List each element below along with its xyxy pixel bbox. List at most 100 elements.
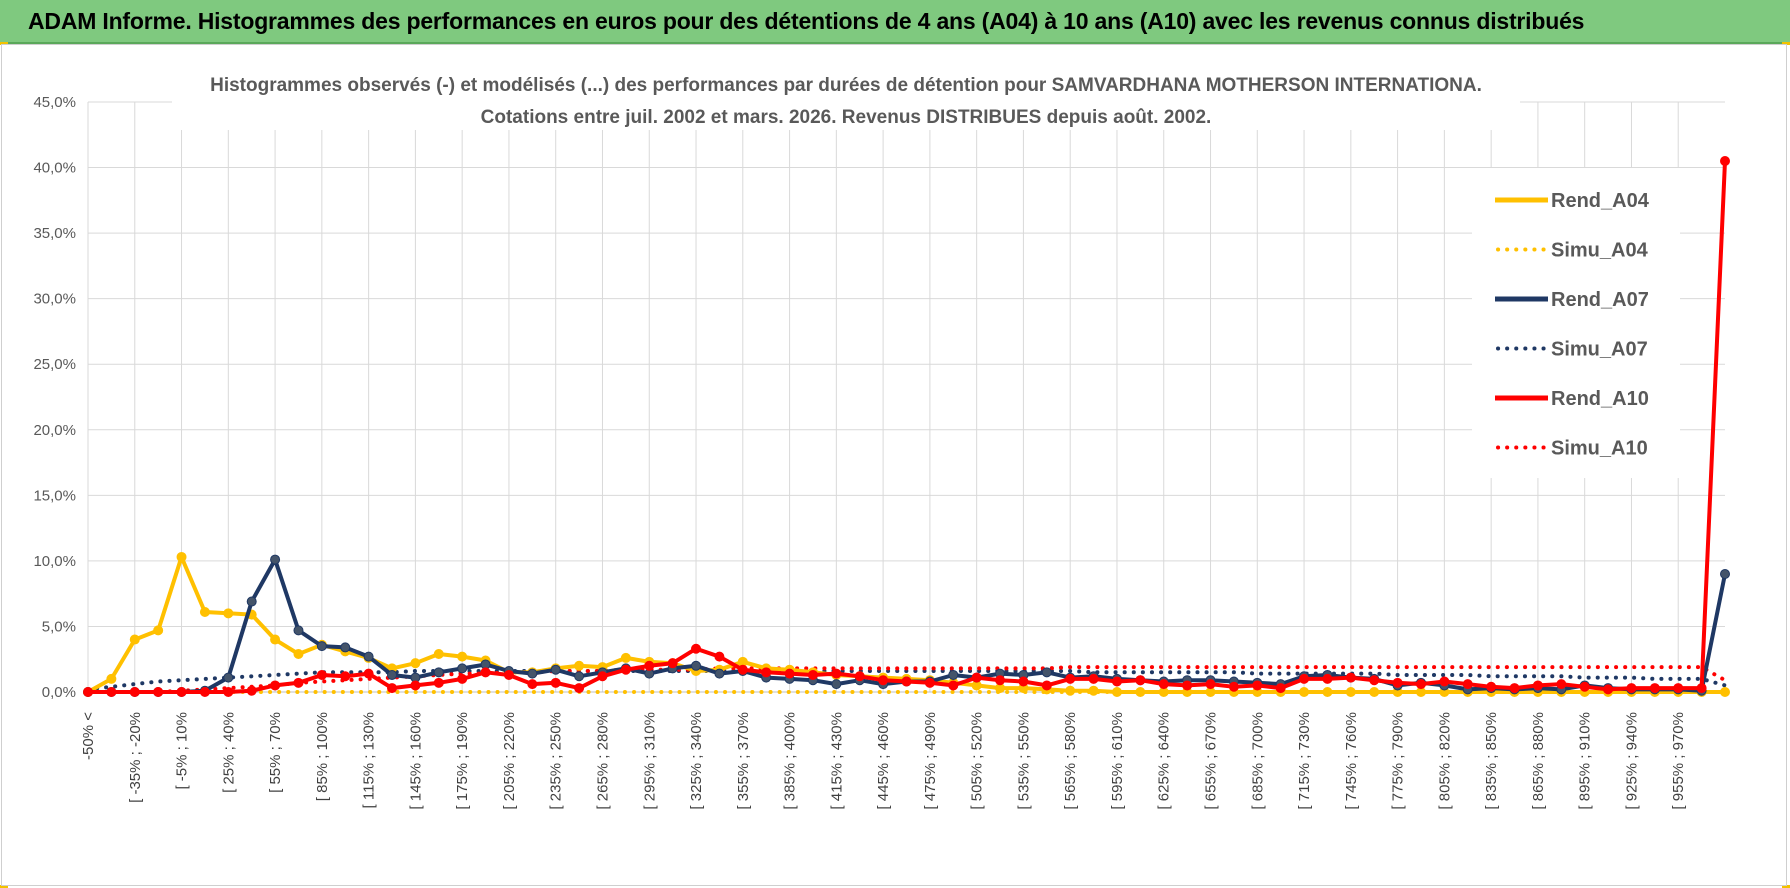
x-tick-label: [ 265% ; 280% [594,712,611,810]
data-point-rend-a04 [1065,685,1076,696]
data-point-rend-a04 [1369,687,1380,697]
x-tick-label: [ 865% ; 880% [1530,712,1547,810]
data-point-rend-a07 [550,664,561,675]
data-point-rend-a10 [1556,679,1567,690]
data-point-rend-a07 [691,660,702,671]
data-point-rend-a07 [433,667,444,678]
series-line-simu-a10 [86,665,1727,694]
y-tick-label: 35,0% [33,225,76,242]
data-point-rend-a04 [129,634,140,645]
data-point-rend-a10 [199,687,210,697]
data-point-rend-a10 [153,687,164,697]
data-point-rend-a10 [340,671,351,682]
y-tick-label: 45,0% [33,94,76,111]
data-point-rend-a10 [574,683,585,694]
data-point-rend-a10 [550,677,561,688]
data-point-rend-a10 [1439,676,1450,687]
legend-label-rend-a04: Rend_A04 [1551,190,1650,212]
x-tick-label: [ 445% ; 460% [875,712,892,810]
data-point-rend-a10 [831,668,842,679]
x-tick-label: -50% < [80,712,97,760]
data-point-rend-a10 [854,671,865,682]
data-point-rend-a04 [1299,687,1310,697]
data-point-rend-a04 [1088,685,1099,696]
data-point-rend-a10 [363,668,374,679]
data-point-rend-a10 [691,643,702,654]
data-point-rend-a10 [1369,675,1380,686]
data-point-rend-a10 [1111,676,1122,687]
data-point-rend-a10 [1041,680,1052,691]
x-tick-label: [ 805% ; 820% [1436,712,1453,810]
data-point-rend-a10 [901,676,912,687]
data-point-rend-a10 [410,680,421,691]
legend-background [1472,168,1680,478]
y-tick-label: 5,0% [42,618,76,635]
x-tick-label: [ 25% ; 40% [220,712,237,793]
data-point-rend-a07 [270,554,281,565]
chart-title-line2: Cotations entre juil. 2002 et mars. 2026… [481,107,1212,128]
data-point-rend-a10 [106,687,117,697]
data-point-rend-a10 [1252,680,1263,691]
data-point-rend-a10 [1696,683,1707,694]
data-point-rend-a07 [527,668,538,679]
x-tick-label: [ 325% ; 340% [688,712,705,810]
data-point-rend-a10 [1415,679,1426,690]
data-point-rend-a04 [153,625,164,636]
x-tick-label: [ 355% ; 370% [735,712,752,810]
data-point-rend-a07 [714,668,725,679]
y-tick-label: 0,0% [42,684,76,701]
grid-lines [87,101,1725,693]
data-point-rend-a04 [293,648,304,659]
data-point-rend-a04 [620,652,631,663]
data-point-rend-a10 [387,683,398,694]
data-point-rend-a07 [246,596,257,607]
x-axis-ticks: -50% < [ -35% ; -20% [ -5% ; 10% [ 25% ; 40… [80,712,1687,810]
data-point-rend-a07 [316,641,327,652]
x-tick-label: [ 745% ; 760% [1343,712,1360,810]
title-background [172,68,1520,130]
data-point-rend-a07 [831,679,842,690]
data-point-rend-a10 [667,658,678,669]
x-tick-label: [ 595% ; 610% [1109,712,1126,810]
data-point-rend-a10 [527,679,538,690]
data-point-rend-a10 [737,664,748,675]
data-point-rend-a10 [1345,672,1356,683]
data-point-rend-a10 [995,675,1006,686]
data-point-rend-a10 [1486,681,1497,692]
y-axis-ticks: 0,0% 5,0% 10,0% 15,0% 20,0% 25,0% 30,0% 35,0% 40… [33,94,76,701]
data-point-rend-a10 [1018,676,1029,687]
data-point-rend-a10 [1228,681,1239,692]
data-point-rend-a04 [1135,687,1146,697]
legend-label-simu-a04: Simu_A04 [1551,240,1649,262]
data-point-rend-a10 [1135,675,1146,686]
data-point-rend-a10 [1579,681,1590,692]
series-lines [83,156,1730,697]
data-point-rend-a07 [1720,569,1730,579]
data-point-rend-a10 [1603,684,1614,695]
corner-mark-bottom-left [0,885,8,888]
data-point-rend-a04 [270,634,281,645]
data-point-rend-a10 [971,672,982,683]
data-point-rend-a04 [1345,687,1356,697]
x-tick-label: [ 415% ; 430% [828,712,845,810]
data-point-rend-a10 [1275,683,1286,694]
x-tick-label: [ 55% ; 70% [267,712,284,793]
y-tick-label: 25,0% [33,356,76,373]
x-tick-label: [ 205% ; 220% [501,712,518,810]
data-point-rend-a10 [1626,683,1637,694]
y-tick-label: 15,0% [33,487,76,504]
corner-mark-right [1782,42,1790,45]
x-tick-label: [ 145% ; 160% [407,712,424,810]
legend: Rend_A04 Simu_A04 Rend_A07 Simu_A07 Rend_A10… [1495,190,1650,460]
data-point-rend-a10 [1205,679,1216,690]
chart-title-line1: Histogrammes observés (-) et modélisés (… [210,75,1482,96]
data-point-rend-a10 [948,680,959,691]
data-point-rend-a10 [503,669,514,680]
data-point-rend-a04 [1720,687,1730,697]
x-tick-label: [ 475% ; 490% [922,712,939,810]
x-tick-label: [ 535% ; 550% [1015,712,1032,810]
x-tick-label: [ 295% ; 310% [641,712,658,810]
corner-mark-left [0,42,8,45]
data-point-rend-a10 [1299,673,1310,684]
